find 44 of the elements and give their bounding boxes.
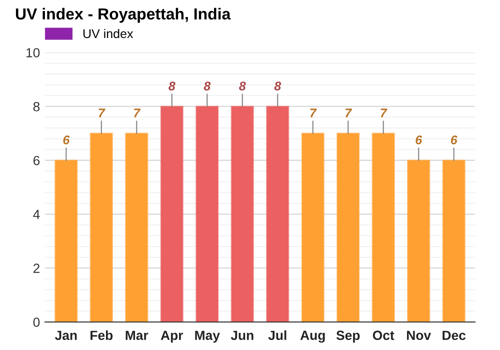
bar bbox=[266, 106, 290, 322]
x-tick-label: Feb bbox=[90, 330, 113, 340]
y-tick-label: 8 bbox=[33, 102, 40, 112]
bar bbox=[54, 160, 78, 322]
x-tick-label: Aug bbox=[300, 330, 325, 343]
x-tick-label: Mar bbox=[126, 330, 148, 340]
data-label: 7 bbox=[380, 108, 388, 118]
x-tick-label: Dec bbox=[442, 330, 466, 340]
x-tick-label: Jun bbox=[230, 330, 254, 340]
bar bbox=[406, 160, 430, 322]
bar bbox=[90, 132, 114, 322]
data-label: 6 bbox=[450, 136, 458, 144]
data-label: 8 bbox=[204, 82, 211, 90]
y-tick-label: 2 bbox=[33, 264, 40, 273]
text: UV index bbox=[83, 28, 134, 38]
data-label: 8 bbox=[168, 82, 176, 90]
y-tick-label: 10 bbox=[26, 48, 40, 58]
data-label: 8 bbox=[274, 82, 282, 90]
y-tick-label: 0 bbox=[33, 318, 40, 327]
data-label: 6 bbox=[416, 136, 422, 144]
data-label: 7 bbox=[134, 108, 141, 118]
data-label: 7 bbox=[346, 108, 352, 118]
bar bbox=[442, 160, 466, 322]
data-label: 7 bbox=[98, 108, 106, 118]
bar bbox=[125, 132, 148, 322]
x-tick-label: Jan bbox=[54, 330, 77, 340]
bar bbox=[230, 106, 254, 322]
x-tick-label: Nov bbox=[407, 330, 432, 340]
bar bbox=[336, 132, 360, 322]
data-label: 7 bbox=[310, 108, 317, 118]
x-tick-label: Jul bbox=[268, 330, 286, 340]
bar bbox=[196, 106, 219, 322]
x-tick-label: Sep bbox=[336, 330, 360, 343]
x-tick-label: Oct bbox=[372, 330, 394, 340]
bar bbox=[160, 106, 184, 322]
data-label: 6 bbox=[63, 136, 70, 144]
y-tick-label: 4 bbox=[33, 210, 40, 219]
bar bbox=[301, 132, 324, 322]
y-tick-label: 6 bbox=[33, 156, 40, 166]
data-label: 8 bbox=[239, 82, 246, 90]
bar bbox=[372, 132, 395, 322]
x-tick-label: May bbox=[195, 330, 220, 343]
x-tick-label: Apr bbox=[160, 330, 184, 343]
chart-title: UV index - Royapettah, India bbox=[16, 8, 231, 23]
